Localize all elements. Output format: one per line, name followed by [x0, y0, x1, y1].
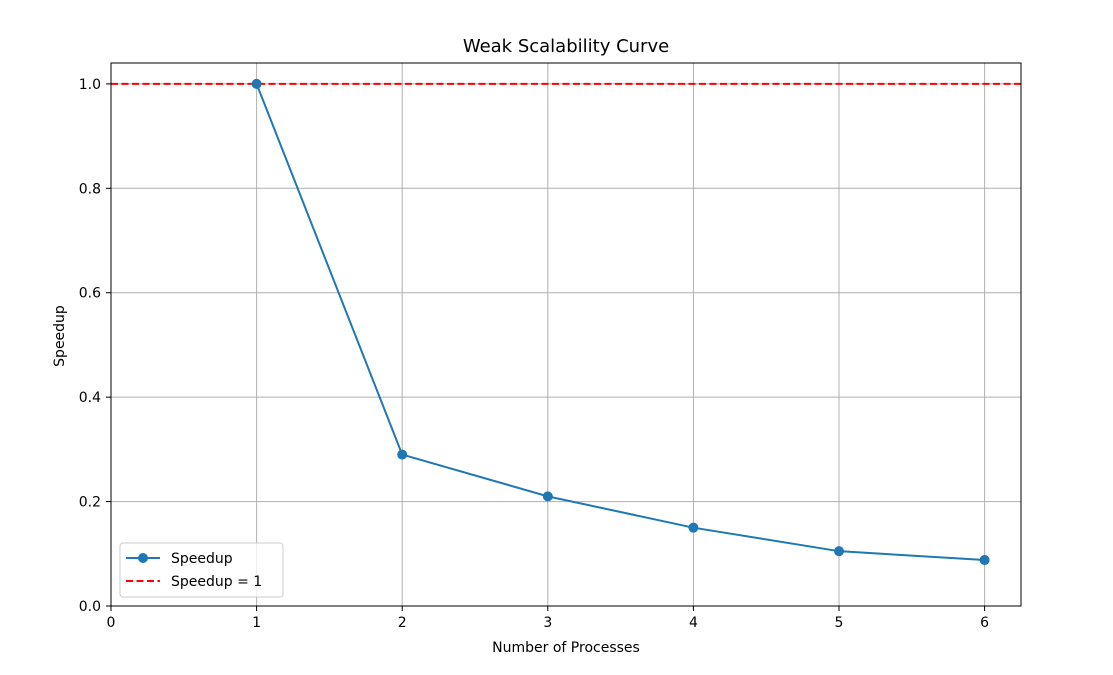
legend-speedup-marker-swatch — [138, 553, 148, 563]
y-tick-label: 0.8 — [79, 181, 101, 197]
speedup-data-point — [834, 546, 844, 557]
plot-area-frame — [110, 62, 1022, 607]
legend: Speedup Speedup = 1 — [119, 542, 284, 598]
speedup-data-point — [688, 522, 699, 533]
y-tick-label: 0.2 — [79, 495, 101, 511]
x-tick-label: 4 — [689, 615, 698, 631]
y-axis-label: Speedup — [52, 305, 68, 367]
x-tick-label: 3 — [543, 615, 552, 631]
speedup-data-point — [979, 555, 990, 566]
x-axis-label: Number of Processes — [492, 640, 640, 656]
y-tick-label: 0.0 — [79, 599, 101, 615]
legend-box — [119, 542, 284, 598]
speedup-data-point — [397, 449, 408, 460]
x-tick-label: 0 — [107, 615, 116, 631]
x-tick-label: 2 — [398, 615, 407, 631]
speedup-data-point — [542, 491, 553, 502]
axis-ticks: 0 1 2 3 4 5 6 0.0 0.2 0.4 0.6 0.8 1.0 — [79, 77, 989, 631]
y-tick-label: 0.6 — [79, 286, 101, 302]
plot-series — [111, 78, 1021, 566]
legend-reference-label: Speedup = 1 — [171, 574, 262, 590]
x-tick-label: 6 — [980, 615, 989, 631]
speedup-series-line — [255, 83, 985, 562]
y-tick-label: 0.4 — [79, 390, 101, 406]
y-tick-label: 1.0 — [79, 77, 101, 93]
legend-speedup-label: Speedup — [171, 551, 233, 567]
speedup-data-point — [251, 78, 262, 89]
x-tick-label: 1 — [252, 615, 261, 631]
chart-title: Weak Scalability Curve — [463, 36, 669, 57]
x-tick-label: 5 — [835, 615, 844, 631]
